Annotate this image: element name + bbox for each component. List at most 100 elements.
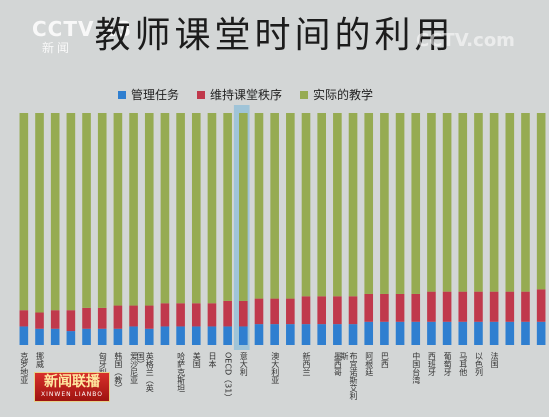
bar-segment-teaching xyxy=(348,113,358,297)
bar-segment-admin xyxy=(207,326,217,345)
bar-segment-order xyxy=(505,291,515,322)
category-label: 葡萄牙 xyxy=(443,352,453,376)
bar-segment-admin xyxy=(129,326,138,345)
bar-segment-teaching xyxy=(254,113,264,299)
bar-segment-teaching xyxy=(536,113,546,290)
bar-segment-admin xyxy=(348,324,358,345)
bar-segment-teaching xyxy=(521,113,530,292)
category-label: 西班牙 xyxy=(427,352,437,376)
bar-segment-admin xyxy=(411,321,421,345)
bar-segment-admin xyxy=(239,326,248,345)
category-label: 哈萨克斯坦 xyxy=(176,352,186,392)
stacked-bar-chart xyxy=(19,105,546,350)
legend-label-teaching: 实际的教学 xyxy=(313,88,374,102)
bar-segment-order xyxy=(254,298,264,325)
category-label: 韩国（教） xyxy=(113,352,123,392)
bar-segment-admin xyxy=(380,321,389,345)
bar-segment-teaching xyxy=(427,113,436,292)
legend-swatch-teaching xyxy=(300,90,309,99)
bar-segment-order xyxy=(286,298,295,325)
category-label: 美国 xyxy=(192,352,202,368)
legend-label-admin: 管理任务 xyxy=(131,88,180,102)
bar-segment-order xyxy=(317,296,326,325)
bar-segment-teaching xyxy=(380,113,389,294)
bar-segment-order xyxy=(160,303,170,327)
bar-segment-admin xyxy=(505,321,515,345)
category-label: 爱沙尼亚 xyxy=(129,352,139,384)
bar-segment-order xyxy=(176,303,185,327)
bar-segment-order xyxy=(144,305,154,329)
bar-segment-order xyxy=(301,296,311,325)
category-label: 匈牙利 xyxy=(98,352,108,376)
category-label: 中国台湾 xyxy=(411,352,421,384)
bar-segment-teaching xyxy=(129,113,138,306)
bar-segment-admin xyxy=(113,328,123,345)
bar-segment-order xyxy=(380,293,389,322)
bar-segment-teaching xyxy=(505,113,515,292)
category-label: 法国 xyxy=(490,352,500,368)
bar-segment-order xyxy=(97,307,107,329)
category-label: 澳大利亚 xyxy=(270,352,280,384)
bar-segment-order xyxy=(364,293,374,322)
bar-segment-order xyxy=(348,296,358,325)
bar-segment-teaching xyxy=(97,113,107,308)
bar-segment-admin xyxy=(97,328,107,345)
bar-segment-order xyxy=(442,291,452,322)
bar-segment-order xyxy=(223,300,232,327)
legend-swatch-admin xyxy=(118,90,126,99)
bar-segment-order xyxy=(19,310,29,327)
category-label: OECD（31） xyxy=(223,352,233,402)
cctv-channel-logo: CCTV 13 新闻 xyxy=(32,17,132,56)
bar-segment-admin xyxy=(536,321,546,345)
bar-segment-teaching xyxy=(489,113,499,292)
bar-segment-admin xyxy=(82,328,91,345)
legend: 管理任务 维持课堂秩序 实际的教学 xyxy=(118,86,373,103)
bar-segment-teaching xyxy=(207,113,217,304)
bar-segment-teaching xyxy=(35,113,44,313)
bar-segment-admin xyxy=(301,324,311,345)
category-label: 新西兰 xyxy=(302,352,311,376)
category-label: 挪威 xyxy=(35,352,45,368)
legend-label-order: 维持课堂秩序 xyxy=(210,88,283,102)
category-label: 以色列 xyxy=(474,352,484,376)
bar-segment-admin xyxy=(317,324,326,345)
news-program-badge: 新闻联播 XINWEN LIANBO xyxy=(34,372,110,402)
bar-segment-order xyxy=(458,291,468,322)
cctv-watermark: CCTV.com xyxy=(416,30,515,51)
bar-segment-teaching xyxy=(301,113,311,297)
bar-segment-order xyxy=(395,293,405,322)
bar-segment-teaching xyxy=(286,113,295,299)
bar-segment-admin xyxy=(364,321,374,345)
bar-segment-order xyxy=(35,312,44,329)
bar-segment-order xyxy=(129,305,138,327)
bar-segment-admin xyxy=(286,324,295,345)
bar-segment-order xyxy=(333,296,342,325)
bar-segment-order xyxy=(66,310,76,332)
bar-segment-admin xyxy=(160,326,170,345)
bar-segment-order xyxy=(489,291,499,322)
bar-segment-order xyxy=(427,291,436,322)
channel-brand: CCTV 13 xyxy=(32,17,133,41)
bar-segment-order xyxy=(270,298,279,325)
category-label: 马耳他 xyxy=(458,352,468,376)
category-label: 墨西哥 xyxy=(333,352,343,376)
bar-segment-teaching xyxy=(239,113,248,301)
bar-segment-admin xyxy=(427,321,436,345)
bar-segment-order xyxy=(411,293,421,322)
badge-cn: 新闻联播 xyxy=(44,374,100,390)
bar-segment-order xyxy=(536,289,546,322)
bar-segment-admin xyxy=(176,326,185,345)
bar-segment-admin xyxy=(19,326,29,345)
category-label: 英格兰（英国） xyxy=(136,352,155,392)
bar-segment-order xyxy=(207,303,217,327)
bar-segment-teaching xyxy=(395,113,405,294)
legend-item-teaching: 实际的教学 xyxy=(300,86,373,103)
category-label: 布宜诺斯艾利斯 xyxy=(340,352,358,400)
category-label: 巴西 xyxy=(380,352,390,368)
bar-segment-teaching xyxy=(113,113,123,306)
bar-segment-teaching xyxy=(19,113,29,311)
bar-segment-admin xyxy=(442,321,452,345)
bar-segment-admin xyxy=(333,324,342,345)
chart-title: 教师课堂时间的利用 xyxy=(94,15,455,56)
